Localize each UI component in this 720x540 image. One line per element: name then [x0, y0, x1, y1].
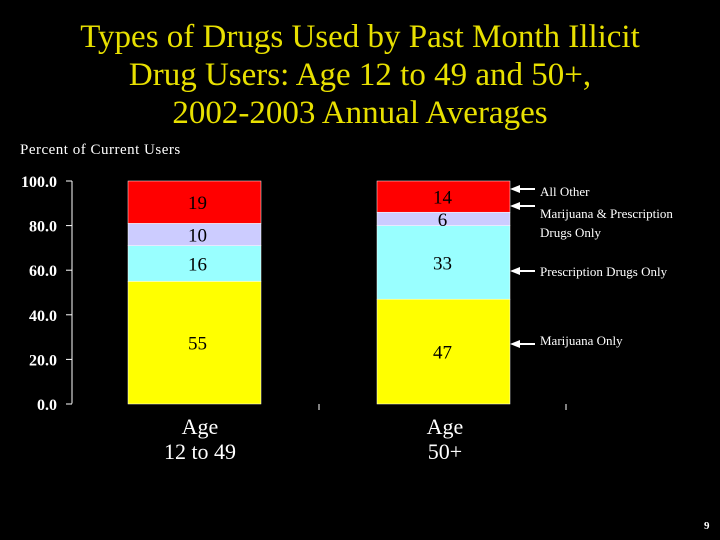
y-tick-label: 40.0 [29, 308, 57, 325]
legend-arrow-head [510, 202, 520, 210]
chart-title: Types of Drugs Used by Past Month Illici… [0, 18, 720, 132]
bar-segment [376, 180, 511, 213]
bar-data-label: 16 [188, 255, 207, 276]
y-tick-label: 20.0 [29, 352, 57, 369]
x-category-line2: 50+ [427, 439, 463, 464]
y-tick-label: 100.0 [21, 174, 57, 191]
x-category-age-50-plus: Age 50+ [395, 414, 495, 464]
legend-arrow-head [510, 267, 520, 275]
legend-label: Marijuana Only [540, 333, 623, 348]
bar-data-label: 47 [433, 343, 452, 364]
y-tick-label: 80.0 [29, 219, 57, 236]
legend-arrow-head [510, 340, 520, 348]
title-line-2: Drug Users: Age 12 to 49 and 50+, [128, 57, 592, 93]
y-axis-label: Percent of Current Users [20, 142, 181, 158]
y-tick-label: 60.0 [29, 263, 57, 280]
x-category-line2: 12 to 49 [163, 439, 237, 464]
bar-data-label: 14 [433, 188, 453, 209]
legend-label: Prescription Drugs Only [540, 264, 668, 279]
title-line-1: Types of Drugs Used by Past Month Illici… [80, 19, 640, 55]
bar-segment [127, 180, 262, 224]
bar-data-label: 19 [188, 193, 207, 214]
bar-data-label: 6 [438, 210, 448, 231]
bar-data-label: 33 [433, 253, 452, 274]
legend-label: Drugs Only [540, 225, 602, 240]
bar-data-label: 10 [188, 226, 207, 247]
bar-segment [376, 298, 511, 405]
legend-label: Marijuana & Prescription [540, 206, 673, 221]
x-category-line1: Age [181, 414, 219, 439]
title-line-3: 2002-2003 Annual Averages [172, 95, 548, 131]
bar-data-label: 55 [188, 334, 207, 355]
page-number: 9 [704, 520, 710, 532]
legend-label: All Other [540, 184, 590, 199]
x-category-age-12-49: Age 12 to 49 [148, 414, 252, 464]
x-category-line1: Age [426, 414, 464, 439]
y-tick-label: 0.0 [37, 397, 57, 414]
legend-arrow-head [510, 185, 520, 193]
